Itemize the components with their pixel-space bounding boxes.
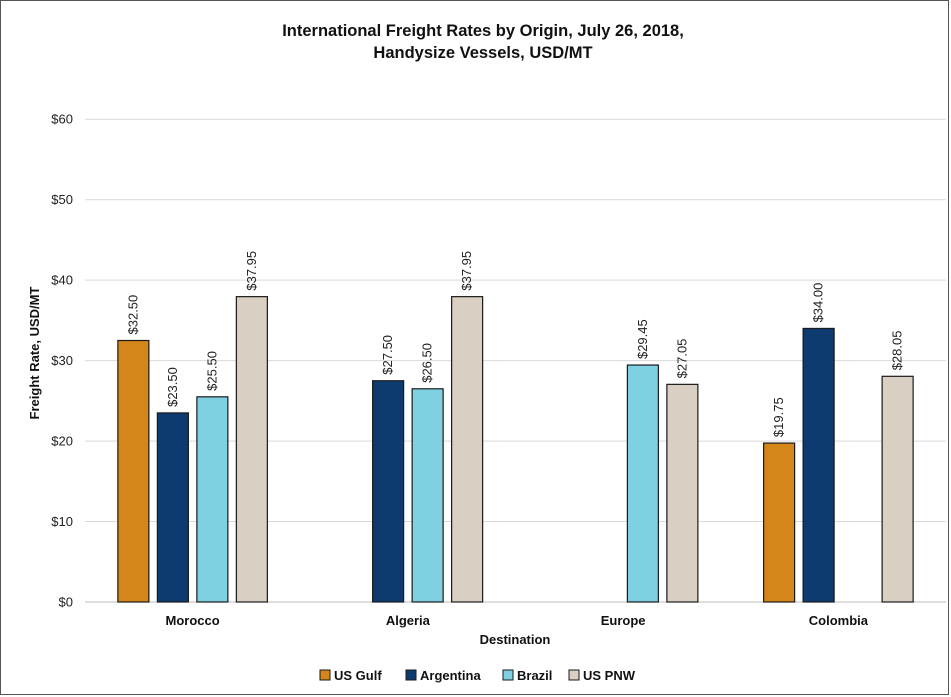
legend-swatch xyxy=(502,669,514,681)
bar xyxy=(451,296,484,603)
bar xyxy=(802,327,835,603)
bar xyxy=(235,296,268,603)
legend-swatch xyxy=(568,669,580,681)
y-tick-label: $10 xyxy=(51,514,73,529)
chart-title-line-1: International Freight Rates by Origin, J… xyxy=(282,22,684,40)
y-tick-label: $40 xyxy=(51,273,73,288)
bar xyxy=(117,339,150,603)
y-tick-label: $60 xyxy=(51,112,73,127)
data-labels: $32.50 $23.50 $25.50 $37.95 $27.50 $26.50 $37.… xyxy=(125,251,904,437)
bar xyxy=(666,383,699,603)
x-axis-categories: Morocco Algeria Europe Colombia xyxy=(166,613,869,628)
data-label: $19.75 xyxy=(771,397,786,437)
legend-label: US Gulf xyxy=(334,668,382,683)
data-label: $29.45 xyxy=(635,319,650,359)
data-label: $37.95 xyxy=(459,251,474,291)
bar xyxy=(881,375,914,603)
chart-title-line-2: Handysize Vessels, USD/MT xyxy=(373,44,592,62)
bars xyxy=(117,296,914,603)
legend: US Gulf Argentina Brazil US PNW xyxy=(319,668,636,683)
bar xyxy=(196,396,229,603)
data-label: $28.05 xyxy=(890,331,905,371)
x-tick-label: Colombia xyxy=(809,613,869,628)
x-tick-label: Morocco xyxy=(166,613,220,628)
x-tick-label: Algeria xyxy=(386,613,431,628)
y-tick-label: $30 xyxy=(51,353,73,368)
y-tick-label: $50 xyxy=(51,192,73,207)
data-label: $27.50 xyxy=(380,335,395,375)
bar xyxy=(372,380,405,603)
data-label: $27.05 xyxy=(674,339,689,379)
bar xyxy=(411,388,444,603)
x-axis-label: Destination xyxy=(480,632,551,647)
data-label: $26.50 xyxy=(420,343,435,383)
legend-swatch xyxy=(405,669,417,681)
y-tick-label: $20 xyxy=(51,434,73,449)
bar xyxy=(626,364,659,603)
x-tick-label: Europe xyxy=(601,613,646,628)
data-label: $23.50 xyxy=(165,367,180,407)
gridlines xyxy=(85,118,946,603)
data-label: $25.50 xyxy=(204,351,219,391)
y-axis-ticks: $0 $10 $20 $30 $40 $50 $60 xyxy=(51,112,73,610)
bar xyxy=(763,442,796,603)
legend-swatch xyxy=(319,669,331,681)
data-label: $34.00 xyxy=(811,283,826,323)
legend-label: Argentina xyxy=(420,668,481,683)
legend-label: US PNW xyxy=(583,668,636,683)
y-axis-label: Freight Rate, USD/MT xyxy=(27,286,42,419)
legend-label: Brazil xyxy=(517,668,552,683)
bar xyxy=(156,412,189,603)
y-tick-label: $0 xyxy=(59,595,73,610)
data-label: $32.50 xyxy=(125,295,140,335)
data-label: $37.95 xyxy=(244,251,259,291)
